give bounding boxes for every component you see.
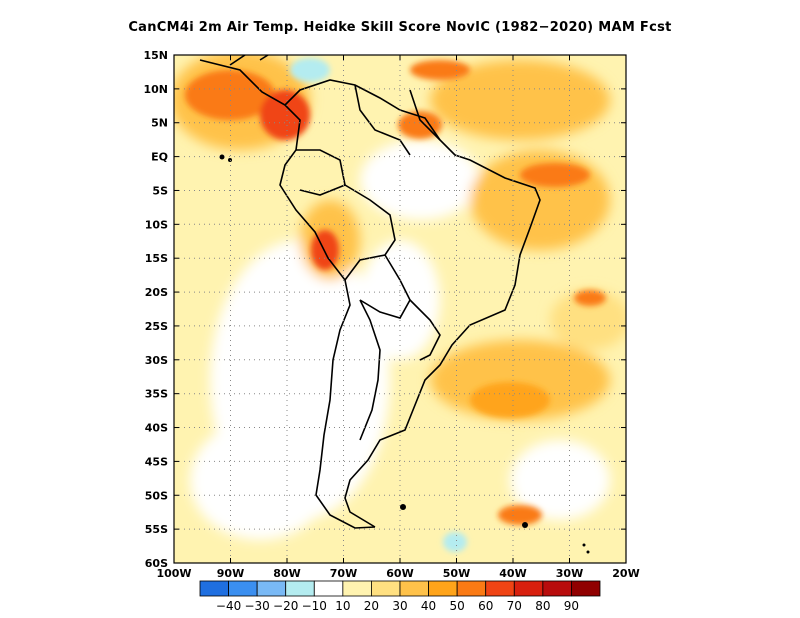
colorbar-swatch [428,580,458,597]
colorbar-swatch [513,580,544,597]
lat-label: 40S [145,422,168,435]
lon-label: 90W [217,567,244,580]
lon-label: 50W [443,567,470,580]
lat-axis-labels: 15N 10N 5N EQ 5S 10S 15S 20S 25S 30S 35S 40S 45S 50S 5… [143,49,168,570]
colorbar-label: −10 [302,599,327,613]
lon-label: 40W [499,567,526,580]
colorbar-swatch [313,580,344,597]
lat-label: 45S [145,455,168,468]
colorbar [199,580,601,597]
lat-label: 15S [145,252,168,265]
lat-label: EQ [151,151,168,164]
colorbar-label: 50 [450,599,465,613]
lon-label: 100W [156,567,191,580]
colorbar-swatch [199,580,229,597]
lat-label: 55S [145,523,168,536]
lat-label: 60S [145,557,168,570]
lat-label: 20S [145,286,168,299]
lon-tick-marks [173,55,627,563]
lon-label: 60W [386,567,413,580]
colorbar-swatch [228,580,258,597]
colorbar-swatch [399,580,429,597]
colorbar-label: 20 [364,599,379,613]
colorbar-label: −40 [216,599,241,613]
lat-label: 5S [152,184,168,197]
lon-label: 80W [273,567,300,580]
colorbar-label: 10 [335,599,350,613]
skill-score-field [174,55,626,563]
lat-label: 35S [145,388,168,401]
colorbar-swatch [285,580,315,597]
colorbar-label: 80 [535,599,550,613]
colorbar-swatch [256,580,287,597]
lon-axis-labels: 100W 90W 80W 70W 60W 50W 40W 30W 20W [156,567,639,580]
colorbar-label: 40 [421,599,436,613]
map-title: CanCM4i 2m Air Temp. Heidke Skill Score … [128,20,672,35]
lat-label: 30S [145,354,168,367]
lon-label: 30W [556,567,583,580]
gridlines [174,55,626,563]
lat-tick-marks [174,54,626,564]
lat-label: 15N [143,49,168,62]
colorbar-swatch [485,580,515,597]
colorbar-swatch [342,580,372,597]
colorbar-swatch [542,580,572,597]
colorbar-label: 90 [564,599,579,613]
lat-label: 10N [143,83,168,96]
lon-label: 20W [612,567,639,580]
colorbar-swatch [456,580,487,597]
lat-label: 25S [145,320,168,333]
colorbar-label: 30 [392,599,407,613]
lat-label: 50S [145,489,168,502]
colorbar-swatch [571,580,601,597]
colorbar-swatch [371,580,401,597]
lat-label: 10S [145,218,168,231]
lat-label: 5N [151,117,168,130]
colorbar-label: −20 [273,599,298,613]
colorbar-label: 60 [478,599,493,613]
colorbar-label: 70 [507,599,522,613]
colorbar-label: −30 [244,599,269,613]
colorbar-labels: −40 −30 −20 −10 10 20 30 40 50 60 70 80 90 [216,599,579,613]
coastlines [199,55,541,529]
lon-label: 70W [330,567,357,580]
